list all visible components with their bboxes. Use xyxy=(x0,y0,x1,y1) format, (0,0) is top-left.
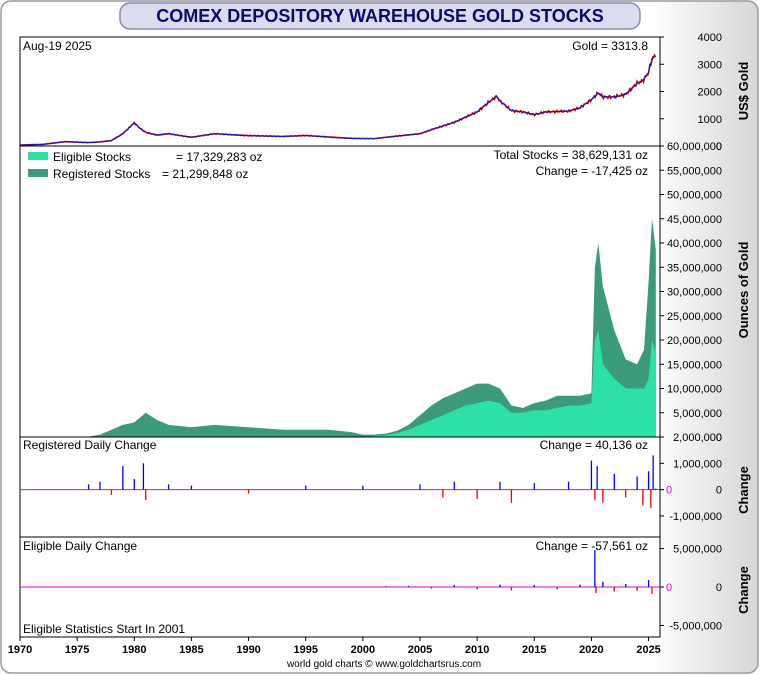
y-tick-label: 10,000,000 xyxy=(667,384,722,396)
x-tick-label: 2005 xyxy=(408,644,432,656)
y-tick-label: 1000 xyxy=(698,114,722,126)
title-box xyxy=(119,2,641,30)
eligible-stocks-area xyxy=(20,330,656,437)
x-tick-label: 2025 xyxy=(636,644,660,656)
panel-frame xyxy=(19,145,661,438)
legend-eligible-value: = 17,329,283 oz xyxy=(176,150,262,164)
zero-label: 0 xyxy=(666,485,672,497)
stocks-change-label: Change = -17,425 oz xyxy=(536,164,648,178)
credit-text: world gold charts © www.goldchartsrus.co… xyxy=(286,659,481,670)
zero-label: 0 xyxy=(666,582,672,594)
registered-change-value: Change = 40,136 oz xyxy=(540,438,648,452)
y-tick-label: 20,000,000 xyxy=(667,335,722,347)
y-tick-label: 30,000,000 xyxy=(667,287,722,299)
y-tick-label: 0 xyxy=(716,485,722,497)
registered-change-title: Registered Daily Change xyxy=(23,438,157,452)
x-axis: 1970 1975 1980 1985 1990 1995 2000 2005 2010 2015… xyxy=(8,637,661,656)
x-tick-label: 1995 xyxy=(293,644,317,656)
y-tick-label: 35,000,000 xyxy=(667,262,722,274)
x-tick-label: 1985 xyxy=(179,644,203,656)
x-tick-label: 2010 xyxy=(465,644,489,656)
date-label: Aug-19 2025 xyxy=(23,39,92,53)
chart-title: COMEX DEPOSITORY WAREHOUSE GOLD STOCKS xyxy=(156,6,603,26)
y-tick-label: 50,000,000 xyxy=(667,190,722,202)
y-tick-label: -1,000,000 xyxy=(669,511,722,523)
y-tick-label: 15,000,000 xyxy=(667,359,722,371)
x-tick-label: 2015 xyxy=(522,644,546,656)
y-tick-label: 25,000,000 xyxy=(667,311,722,323)
y-tick-label: 1,000,000 xyxy=(673,458,722,470)
legend-eligible-label: Eligible Stocks xyxy=(53,150,131,164)
eligible-y-axis-label: Change xyxy=(736,566,751,614)
x-tick-label: 1990 xyxy=(236,644,260,656)
gold-price-panel: 0 1000 2000 3000 4000 xyxy=(19,32,722,153)
eligible-change-title: Eligible Daily Change xyxy=(23,539,137,553)
legend-registered-value: = 21,299,848 oz xyxy=(162,167,248,181)
registered-y-axis-label: Change xyxy=(736,466,751,514)
x-tick-label: 2020 xyxy=(579,644,603,656)
y-tick-label: 60,000,000 xyxy=(667,141,722,153)
warehouse-stocks-panel: 0 5,000,000 10,000,000 15,000,000 20,000,000… xyxy=(19,141,722,444)
y-tick-label: 0 xyxy=(716,582,722,594)
eligible-stats-note: Eligible Statistics Start In 2001 xyxy=(23,622,185,636)
x-tick-label: 1980 xyxy=(122,644,146,656)
y-tick-label: 2000 xyxy=(698,87,722,99)
x-tick-label: 1975 xyxy=(65,644,89,656)
y-tick-label: 55,000,000 xyxy=(667,165,722,177)
x-tick-label: 1970 xyxy=(8,644,32,656)
y-tick-label: 2,000,000 xyxy=(673,432,722,444)
eligible-change-value: Change = -57,561 oz xyxy=(536,539,648,553)
panel-frame xyxy=(19,36,661,147)
gold-price-label: Gold = 3313.8 xyxy=(572,39,648,53)
y-tick-label: 3000 xyxy=(698,59,722,71)
x-tick-label: 2000 xyxy=(351,644,375,656)
legend-registered-swatch xyxy=(28,169,48,177)
y-tick-label: 45,000,000 xyxy=(667,214,722,226)
y-tick-label: 4000 xyxy=(698,32,722,44)
stocks-y-axis-label: Ounces of Gold xyxy=(736,242,751,339)
y-tick-label: 0 xyxy=(716,432,722,444)
panel-frame xyxy=(19,436,661,538)
y-tick-label: 40,000,000 xyxy=(667,238,722,250)
y-tick-label: 0 xyxy=(716,141,722,153)
gold-price-line xyxy=(19,55,657,146)
gold-y-axis-label: US$ Gold xyxy=(736,62,751,121)
y-tick-label: -5,000,000 xyxy=(669,620,722,632)
registered-daily-change-panel: 2,000,000 1,000,000 0 -1,000,000 0 xyxy=(19,432,722,538)
y-tick-label: 5,000,000 xyxy=(673,408,722,420)
legend-eligible-swatch xyxy=(28,152,48,160)
total-stocks-label: Total Stocks = 38,629,131 oz xyxy=(494,148,648,162)
legend-registered-label: Registered Stocks xyxy=(53,167,150,181)
eligible-daily-change-panel: 5,000,000 0 -5,000,000 0 xyxy=(19,536,722,638)
y-tick-label: 5,000,000 xyxy=(673,544,722,556)
